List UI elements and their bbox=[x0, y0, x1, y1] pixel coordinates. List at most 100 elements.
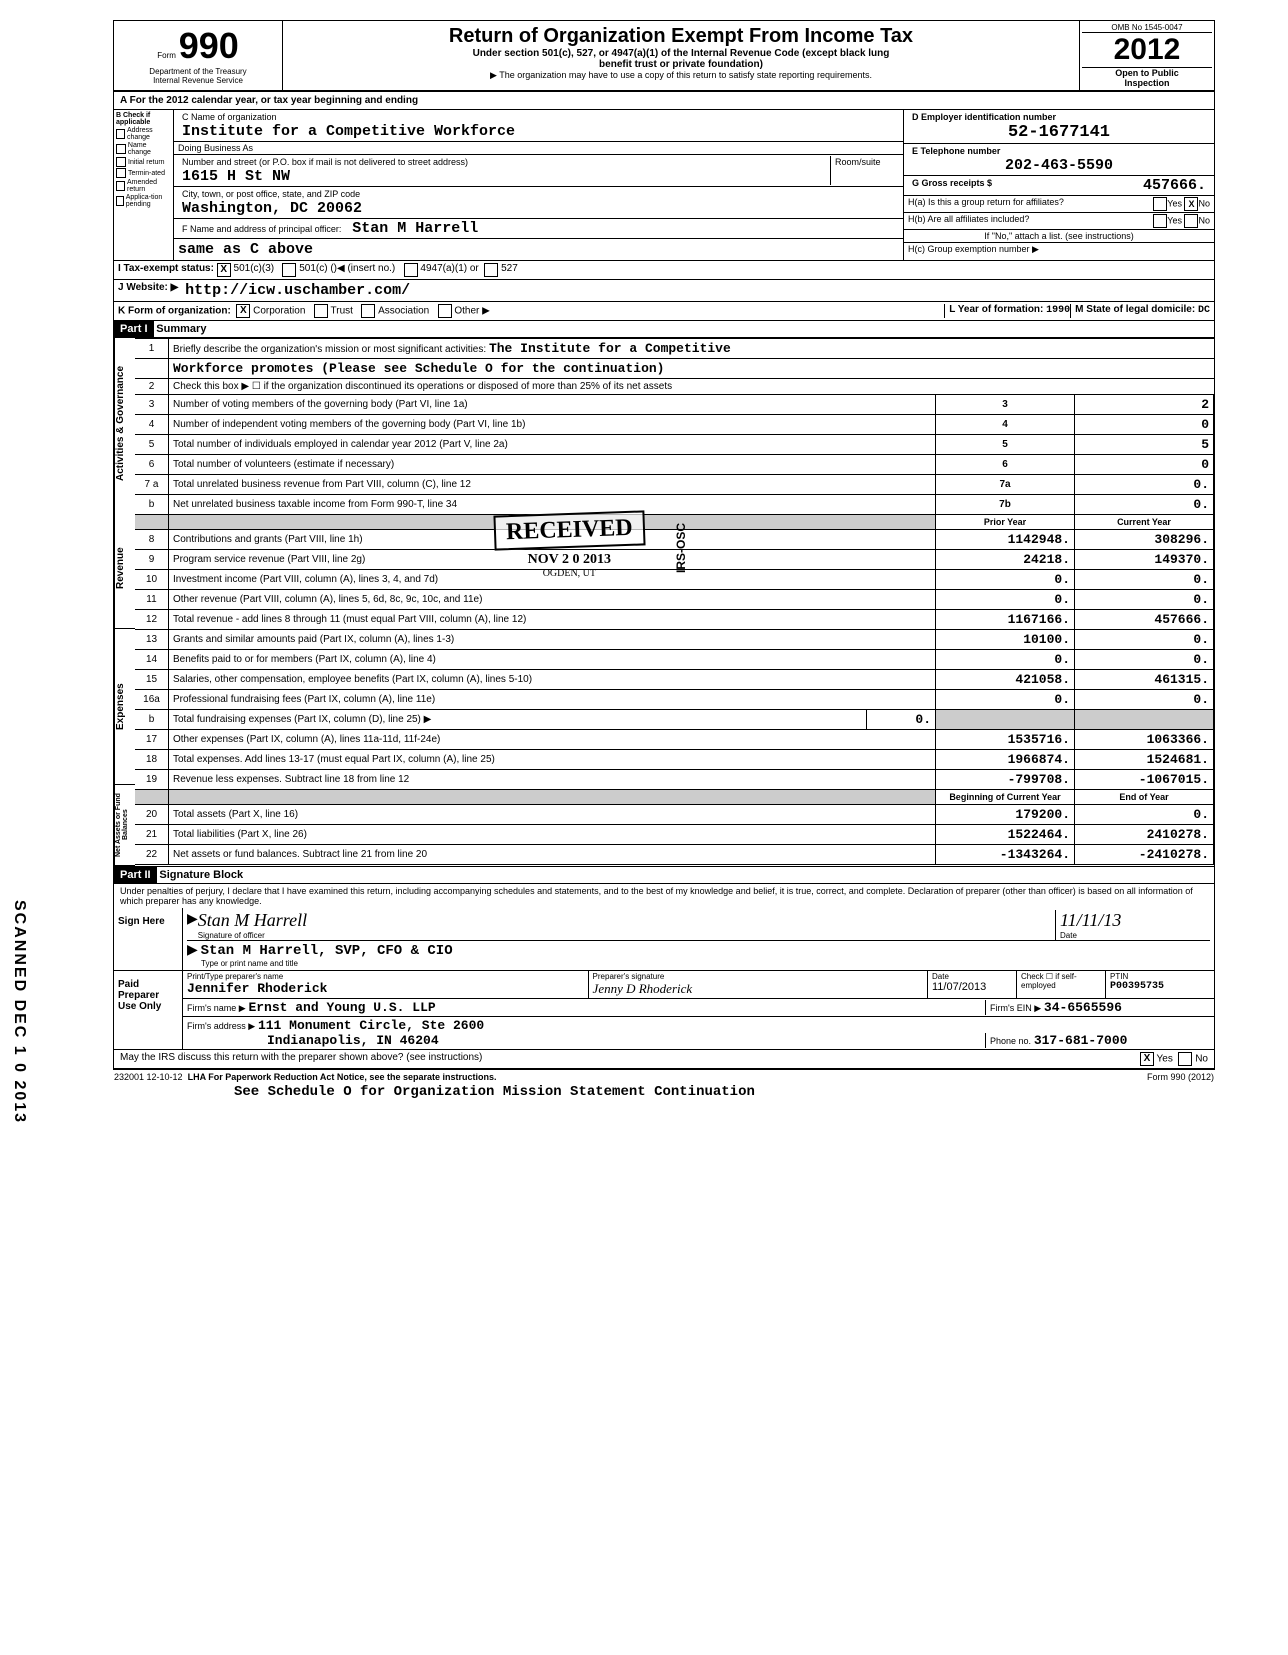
line-label: Total liabilities (Part X, line 26) bbox=[169, 825, 936, 845]
firm-addr: 111 Monument Circle, Ste 2600 bbox=[258, 1018, 484, 1033]
val-prior: 421058. bbox=[936, 670, 1075, 690]
chk-discuss-yes[interactable]: X bbox=[1140, 1052, 1154, 1066]
line-label: Other expenses (Part IX, column (A), lin… bbox=[169, 730, 936, 750]
val-current: -1067015. bbox=[1075, 770, 1214, 790]
part-1-body: Activities & Governance Revenue Expenses… bbox=[114, 338, 1214, 866]
part-2-header-row: Part II Signature Block bbox=[114, 866, 1214, 884]
val-current: 0. bbox=[1075, 630, 1214, 650]
chk-name[interactable]: Name change bbox=[128, 142, 171, 156]
section-c: C Name of organization Institute for a C… bbox=[174, 110, 904, 260]
chk-other[interactable] bbox=[438, 304, 452, 318]
line-val: 0. bbox=[1075, 475, 1214, 495]
line-label: Total number of individuals employed in … bbox=[169, 435, 936, 455]
val-prior: -799708. bbox=[936, 770, 1075, 790]
line-label: Total number of volunteers (estimate if … bbox=[169, 455, 936, 475]
chk-application[interactable]: Applica-tion pending bbox=[126, 194, 171, 208]
prep-sig-label: Preparer's signature bbox=[593, 972, 923, 981]
schedule-o-note: See Schedule O for Organization Mission … bbox=[114, 1084, 755, 1100]
subtitle-1: Under section 501(c), 527, or 4947(a)(1)… bbox=[287, 48, 1075, 59]
insert-no: )◀ (insert no.) bbox=[334, 263, 396, 277]
h-a-answer: Yes XNo bbox=[1153, 197, 1210, 211]
line-j: J Website: ▶ http://icw.uschamber.com/ bbox=[114, 280, 1214, 302]
line-val: 2 bbox=[1075, 395, 1214, 415]
footer-form: Form 990 (2012) bbox=[1147, 1072, 1214, 1082]
line-num: b bbox=[135, 710, 169, 730]
arrow-icon: ▶ bbox=[187, 941, 198, 957]
line-num: 12 bbox=[135, 610, 169, 630]
line-num: 7 a bbox=[135, 475, 169, 495]
line-val: 0 bbox=[1075, 415, 1214, 435]
val-prior: 1966874. bbox=[936, 750, 1075, 770]
year-formation-label: L Year of formation: bbox=[949, 304, 1043, 315]
val-prior: 0. bbox=[936, 590, 1075, 610]
city-label: City, town, or post office, state, and Z… bbox=[178, 188, 899, 200]
chk-assoc[interactable] bbox=[361, 304, 375, 318]
line-label: Total expenses. Add lines 13-17 (must eq… bbox=[169, 750, 936, 770]
year-box: OMB No 1545-0047 2012 Open to Public Ins… bbox=[1079, 21, 1214, 90]
chk-discuss-no[interactable] bbox=[1178, 1052, 1192, 1066]
vlabel-activities: Activities & Governance bbox=[114, 338, 135, 508]
part-2-title: Signature Block bbox=[159, 869, 243, 881]
val-end: 0. bbox=[1075, 805, 1214, 825]
title-box: Return of Organization Exempt From Incom… bbox=[283, 21, 1079, 90]
line-i-label: I Tax-exempt status: bbox=[118, 263, 214, 277]
chk-amended[interactable]: Amended return bbox=[127, 179, 171, 193]
val-prior: 0. bbox=[936, 690, 1075, 710]
line1-label: Briefly describe the organization's miss… bbox=[173, 344, 486, 355]
line-num: 15 bbox=[135, 670, 169, 690]
line-box: 3 bbox=[936, 395, 1075, 415]
identity-block: B Check if applicable Address change Nam… bbox=[114, 110, 1214, 261]
discuss-question: May the IRS discuss this return with the… bbox=[120, 1052, 1140, 1066]
chk-address[interactable]: Address change bbox=[127, 127, 171, 141]
line-num: 20 bbox=[135, 805, 169, 825]
line-num: 13 bbox=[135, 630, 169, 650]
val-current: 308296. bbox=[1075, 530, 1214, 550]
state-domicile: DC bbox=[1198, 305, 1210, 316]
sig-officer-label: Signature of officer bbox=[198, 931, 1055, 940]
org-name: Institute for a Competitive Workforce bbox=[178, 123, 899, 140]
footer-schedule: See Schedule O for Organization Mission … bbox=[114, 1084, 1214, 1100]
part-2-header: Part II bbox=[114, 867, 157, 883]
chk-501c3[interactable]: X bbox=[217, 263, 231, 277]
perjury-text: Under penalties of perjury, I declare th… bbox=[114, 884, 1214, 908]
date-label: Date bbox=[1060, 931, 1210, 940]
line-label: Number of independent voting members of … bbox=[169, 415, 936, 435]
open-public-1: Open to Public bbox=[1082, 67, 1212, 78]
h-a-label: H(a) Is this a group return for affiliat… bbox=[908, 197, 1064, 211]
received-text: RECEIVED bbox=[493, 510, 645, 550]
ptin-value: P00395735 bbox=[1110, 981, 1210, 992]
h-b-answer: Yes No bbox=[1153, 214, 1210, 228]
part-1-header: Part I bbox=[114, 321, 154, 337]
received-date: NOV 2 0 2013 bbox=[494, 552, 645, 568]
line-val: 5 bbox=[1075, 435, 1214, 455]
scanned-stamp: SCANNED DEC 1 0 2013 bbox=[10, 900, 28, 1124]
val-current: 461315. bbox=[1075, 670, 1214, 690]
main-title: Return of Organization Exempt From Incom… bbox=[287, 25, 1075, 48]
omb-number: OMB No 1545-0047 bbox=[1082, 23, 1212, 33]
line-num: 3 bbox=[135, 395, 169, 415]
line-num: 4 bbox=[135, 415, 169, 435]
irs-osc-stamp: IRS-OSC bbox=[674, 523, 688, 573]
city-state-zip: Washington, DC 20062 bbox=[178, 200, 899, 217]
chk-trust[interactable] bbox=[314, 304, 328, 318]
officer-signature: Stan M Harrell bbox=[198, 910, 1055, 931]
val-current: 149370. bbox=[1075, 550, 1214, 570]
line-label: Benefits paid to or for members (Part IX… bbox=[169, 650, 936, 670]
ptin-label: PTIN bbox=[1110, 972, 1210, 981]
sig-date: 11/11/13 bbox=[1060, 910, 1210, 931]
chk-initial[interactable]: Initial return bbox=[128, 159, 165, 166]
header-note: ▶ The organization may have to use a cop… bbox=[287, 70, 1075, 81]
prep-signature: Jenny D Rhoderick bbox=[593, 981, 923, 997]
room-suite-label: Room/suite bbox=[830, 156, 899, 185]
chk-corp[interactable]: X bbox=[236, 304, 250, 318]
opt-501c: 501(c) ( bbox=[299, 263, 333, 277]
val-current: 0. bbox=[1075, 570, 1214, 590]
col-prior: Prior Year bbox=[936, 515, 1075, 530]
chk-4947[interactable] bbox=[404, 263, 418, 277]
line-num: 8 bbox=[135, 530, 169, 550]
chk-terminated[interactable]: Termin-ated bbox=[128, 170, 165, 177]
line-num: 14 bbox=[135, 650, 169, 670]
gross-label: G Gross receipts $ bbox=[908, 177, 996, 194]
chk-501c[interactable] bbox=[282, 263, 296, 277]
chk-527[interactable] bbox=[484, 263, 498, 277]
